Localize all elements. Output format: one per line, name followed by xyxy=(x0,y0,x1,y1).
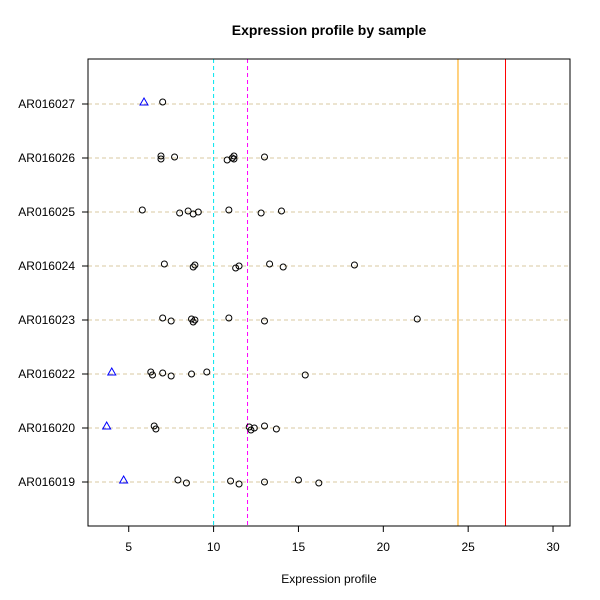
data-point xyxy=(315,479,323,487)
data-point xyxy=(182,479,190,487)
data-point xyxy=(225,314,233,322)
x-tick-label: 25 xyxy=(461,540,475,554)
y-tick-label: AR016027 xyxy=(18,97,75,111)
x-tick-label: 10 xyxy=(207,540,221,554)
data-point xyxy=(159,314,167,322)
data-point xyxy=(257,209,265,217)
triangle-point xyxy=(106,366,117,376)
data-point xyxy=(266,260,274,268)
data-point xyxy=(159,98,167,106)
data-point xyxy=(235,480,243,488)
data-point xyxy=(152,425,160,433)
x-tick-label: 5 xyxy=(125,540,132,554)
triangle-point xyxy=(101,420,112,430)
reference-lines xyxy=(213,59,507,526)
y-tick-label: AR016022 xyxy=(18,367,75,381)
y-tick-label: AR016023 xyxy=(18,313,75,327)
x-tick-label: 20 xyxy=(377,540,391,554)
data-point xyxy=(157,155,165,163)
triangle-point xyxy=(118,474,129,484)
x-tick-label: 15 xyxy=(292,540,306,554)
data-point xyxy=(232,264,240,272)
data-point xyxy=(294,476,302,484)
data-point xyxy=(160,260,168,268)
data-point xyxy=(277,207,285,215)
data-point xyxy=(301,371,309,379)
data-point xyxy=(230,152,238,160)
data-point xyxy=(184,207,192,215)
y-tick-label: AR016024 xyxy=(18,259,75,273)
data-point xyxy=(191,261,199,269)
y-tick-label: AR016020 xyxy=(18,421,75,435)
triangle-point xyxy=(139,96,149,106)
y-tick-label: AR016026 xyxy=(18,151,75,165)
data-point xyxy=(228,154,236,162)
data-point xyxy=(227,477,235,485)
data-point xyxy=(138,206,146,214)
y-axis: AR016019 AR016020 AR016022 AR016023 AR016024… xyxy=(18,97,88,489)
data-point xyxy=(225,206,233,214)
y-tick-label: AR016019 xyxy=(18,475,75,489)
x-axis: 5 10 15 20 25 30 xyxy=(125,526,560,554)
data-point xyxy=(159,369,167,377)
chart-title: Expression profile by sample xyxy=(232,22,427,38)
data-point xyxy=(261,478,269,486)
data-point xyxy=(176,209,184,217)
data-point xyxy=(279,263,287,271)
data-point xyxy=(171,153,179,161)
data-point xyxy=(261,317,269,325)
data-point xyxy=(189,263,197,271)
data-point xyxy=(272,425,280,433)
x-axis-label: Expression profile xyxy=(281,572,377,586)
data-point xyxy=(174,476,182,484)
x-tick-label: 30 xyxy=(546,540,560,554)
data-point xyxy=(167,317,175,325)
data-point xyxy=(148,371,156,379)
data-point xyxy=(350,261,358,269)
data-point xyxy=(157,152,165,160)
data-point xyxy=(188,370,196,378)
grid-lines xyxy=(88,103,570,483)
data-point xyxy=(230,155,238,163)
data-point xyxy=(189,318,197,326)
data-point xyxy=(247,426,255,434)
data-point xyxy=(235,262,243,270)
data-point xyxy=(191,316,199,324)
data-point xyxy=(250,424,258,432)
data-point xyxy=(413,315,421,323)
plot-frame xyxy=(87,58,571,527)
data-point xyxy=(194,208,202,216)
data-point xyxy=(261,422,269,430)
y-tick-label: AR016025 xyxy=(18,205,75,219)
data-point xyxy=(261,153,269,161)
data-point xyxy=(203,368,211,376)
data-points xyxy=(101,96,421,488)
data-point xyxy=(167,372,175,380)
